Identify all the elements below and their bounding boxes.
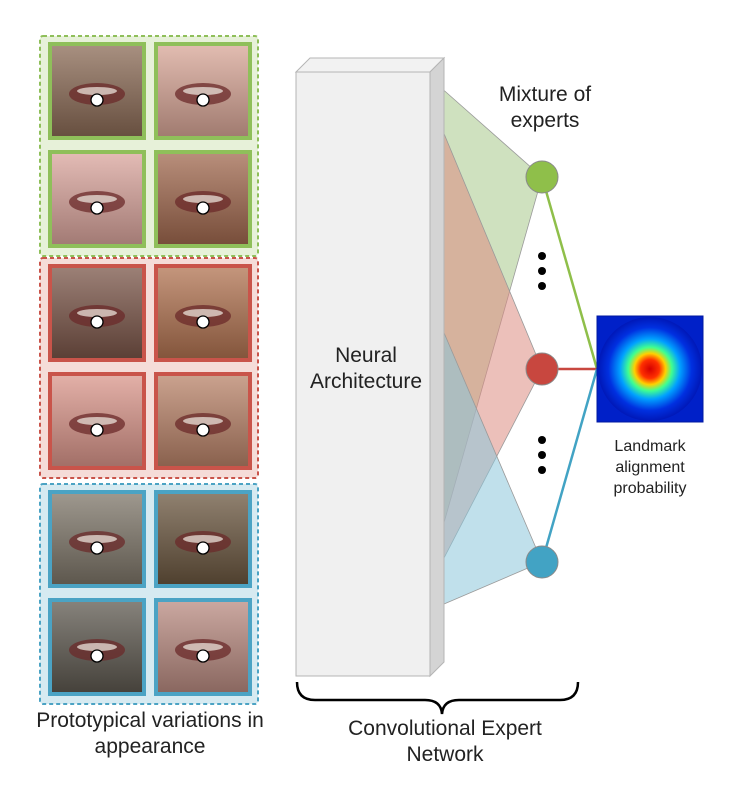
- face-thumbnail: [48, 372, 146, 470]
- face-thumbnail: [154, 490, 252, 588]
- face-thumbnail: [48, 490, 146, 588]
- face-thumbnail: [48, 150, 146, 248]
- landmark-point: [90, 423, 104, 437]
- red-prototype-group: [39, 257, 259, 479]
- network-brace: [295, 681, 580, 715]
- face-thumbnail: [154, 264, 252, 362]
- face-thumbnail: [48, 598, 146, 696]
- landmark-point: [196, 201, 210, 215]
- blue-expert-connector: [540, 368, 599, 563]
- landmark-heatmap: [596, 315, 704, 423]
- landmark-point: [90, 93, 104, 107]
- prototype-groups: [39, 35, 259, 705]
- landmark-point: [196, 315, 210, 329]
- landmark-point: [90, 201, 104, 215]
- landmark-point: [90, 315, 104, 329]
- red-expert-node: [525, 352, 559, 386]
- expert-nodes: [525, 160, 559, 579]
- ellipsis-dots-upper: [538, 252, 546, 290]
- landmark-point: [90, 541, 104, 555]
- blue-prototype-group: [39, 483, 259, 705]
- face-thumbnail: [154, 42, 252, 140]
- landmark-probability-label: Landmark alignment probability: [613, 438, 687, 497]
- mixture-of-experts-label: Mixture of experts: [498, 83, 592, 133]
- green-expert-connector: [540, 176, 599, 370]
- ellipsis-dots-lower: [538, 436, 546, 474]
- landmark-point: [196, 93, 210, 107]
- landmark-point: [196, 541, 210, 555]
- green-expert-node: [525, 160, 559, 194]
- neural-architecture-label: Neural Architecture: [309, 344, 423, 394]
- landmark-point: [196, 649, 210, 663]
- convolutional-expert-network-label: Convolutional Expert Network: [348, 717, 542, 767]
- face-thumbnail: [154, 150, 252, 248]
- green-prototype-group: [39, 35, 259, 257]
- face-thumbnail: [48, 264, 146, 362]
- expert-fans: [429, 77, 543, 611]
- landmark-point: [196, 423, 210, 437]
- face-thumbnail: [48, 42, 146, 140]
- neural-architecture-box: [294, 56, 446, 678]
- face-thumbnail: [154, 598, 252, 696]
- prototypical-variations-label: Prototypical variations in appearance: [36, 709, 264, 759]
- face-thumbnail: [154, 372, 252, 470]
- blue-expert-node: [525, 545, 559, 579]
- landmark-point: [90, 649, 104, 663]
